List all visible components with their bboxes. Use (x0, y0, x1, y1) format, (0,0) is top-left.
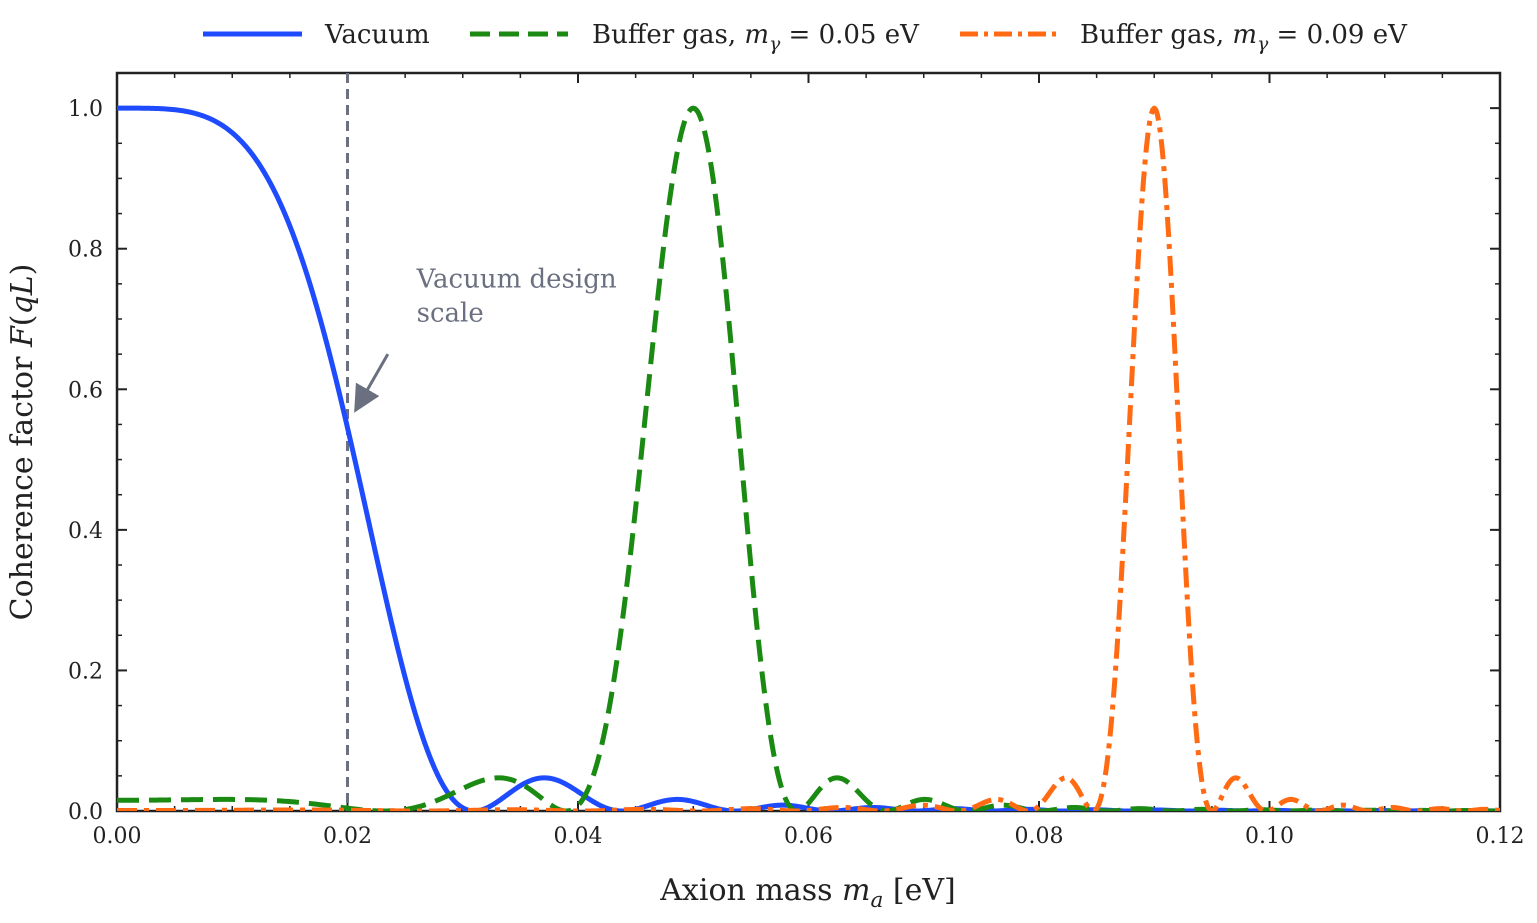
series-line-buffer-gas-009 (117, 105, 1500, 811)
legend-item-buffer-009: Buffer gas, mγ = 0.09 eV (960, 20, 1408, 55)
y-tick-label: 0.6 (68, 378, 103, 403)
annotation-text-line-2: scale (417, 298, 484, 328)
x-tick-label: 0.00 (93, 824, 142, 849)
y-axis-label: Coherence factor F(qL) (5, 264, 40, 621)
legend-item-buffer-005: Buffer gas, mγ = 0.05 eV (470, 20, 920, 55)
ticks (116, 73, 1501, 812)
tick-labels: 0.00 0.02 0.04 0.06 0.08 0.10 0.12 0.0 0.2 0.4 0.6… (68, 97, 1524, 849)
y-tick-label: 1.0 (68, 97, 103, 122)
series-line-buffer-gas-005 (117, 105, 1500, 811)
legend-label-vacuum: Vacuum (324, 20, 430, 50)
plot-frame (115, 71, 1502, 813)
annotation-text-line-1: Vacuum design (416, 264, 617, 294)
annotation-arrow (354, 353, 390, 413)
x-axis-label: Axion mass ma [eV] (659, 873, 955, 913)
legend-label-buffer-005: Buffer gas, mγ = 0.05 eV (592, 20, 920, 55)
x-tick-label: 0.02 (323, 824, 372, 849)
y-tick-label: 0.2 (68, 659, 103, 684)
legend: Vacuum Buffer gas, mγ = 0.05 eV Buffer g… (203, 20, 1408, 55)
y-tick-label: 0.0 (68, 800, 103, 825)
series-layer (117, 105, 1500, 811)
legend-label-buffer-009: Buffer gas, mγ = 0.09 eV (1080, 20, 1408, 55)
x-tick-label: 0.06 (784, 824, 833, 849)
series-line-vacuum (117, 105, 1500, 811)
legend-item-vacuum: Vacuum (203, 20, 430, 50)
y-tick-label: 0.4 (68, 519, 103, 544)
y-tick-label: 0.8 (68, 238, 103, 263)
x-tick-label: 0.08 (1015, 824, 1064, 849)
x-tick-label: 0.10 (1245, 824, 1294, 849)
x-tick-label: 0.04 (554, 824, 603, 849)
x-tick-label: 0.12 (1476, 824, 1525, 849)
